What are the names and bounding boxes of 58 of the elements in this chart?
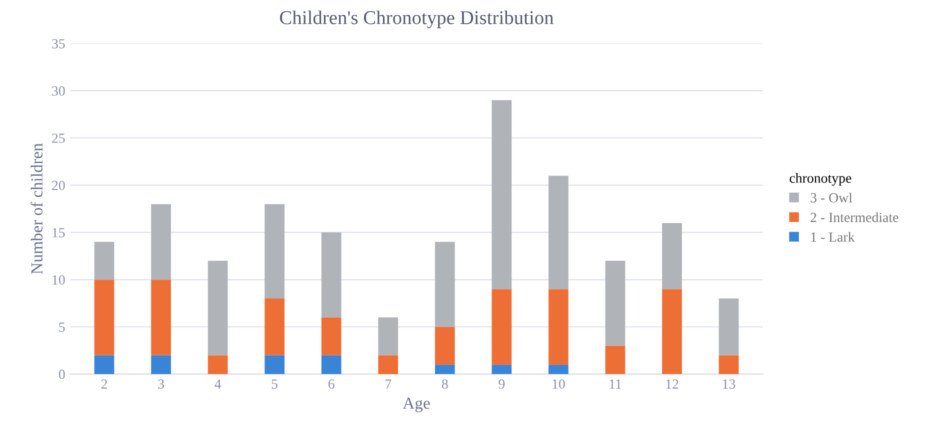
bar: [94, 242, 114, 280]
x-axis-title: Age: [402, 398, 430, 412]
y-tick-label: 15: [52, 228, 65, 238]
x-tick-label: 10: [552, 379, 565, 389]
bar: [378, 317, 398, 356]
chart-title: Children's Chronotype Distribution: [280, 10, 554, 28]
bar: [321, 355, 342, 374]
bar: [662, 289, 682, 374]
y-tick-label: 35: [52, 39, 65, 48]
x-tick-label: 5: [272, 380, 278, 389]
bar: [264, 204, 285, 299]
bar: [208, 355, 228, 374]
bar: [662, 222, 682, 290]
bar: [208, 260, 228, 356]
y-tick-label: 0: [58, 370, 65, 380]
bar: [94, 280, 114, 356]
bar: [321, 317, 342, 356]
legend-label: 1 - Lark: [811, 232, 855, 242]
bar: [264, 355, 285, 374]
bar: [94, 355, 114, 374]
y-tick-label: 30: [52, 86, 65, 96]
bar: [548, 364, 568, 374]
bar: [492, 364, 512, 374]
bar: [151, 204, 171, 280]
bar: [434, 326, 455, 365]
bar: [492, 100, 512, 290]
x-tick-label: 6: [328, 379, 334, 389]
y-tick-label: 20: [52, 180, 65, 190]
y-tick-label: 10: [52, 275, 65, 285]
x-tick-label: 12: [666, 379, 678, 389]
bar: [434, 242, 455, 327]
bar: [718, 355, 739, 374]
x-tick-label: 4: [214, 379, 222, 389]
bar: [605, 260, 626, 346]
bar: [492, 289, 512, 365]
y-tick-label: 5: [59, 322, 65, 332]
bar: [718, 298, 739, 356]
legend-label: 3 - Owl: [810, 192, 852, 202]
bar: [321, 232, 342, 318]
bar: [434, 364, 455, 374]
x-tick-label: 9: [498, 379, 505, 389]
bar: [151, 355, 171, 374]
bar: [548, 289, 568, 365]
legend-label: 2 - Intermediate: [810, 212, 898, 222]
bar: [151, 280, 171, 356]
x-tick-label: 13: [723, 379, 736, 389]
y-axis-title: Number of children: [30, 143, 43, 274]
bar: [264, 298, 285, 356]
bar: [378, 355, 398, 374]
y-tick-label: 25: [52, 134, 65, 143]
x-tick-label: 3: [158, 379, 164, 389]
x-tick-label: 7: [386, 380, 392, 389]
x-tick-label: 2: [101, 379, 107, 389]
legend-title: chronotype: [790, 173, 852, 186]
bar: [548, 176, 568, 290]
x-tick-label: 8: [442, 379, 448, 389]
x-tick-label: 11: [610, 379, 622, 389]
bar: [605, 346, 626, 374]
